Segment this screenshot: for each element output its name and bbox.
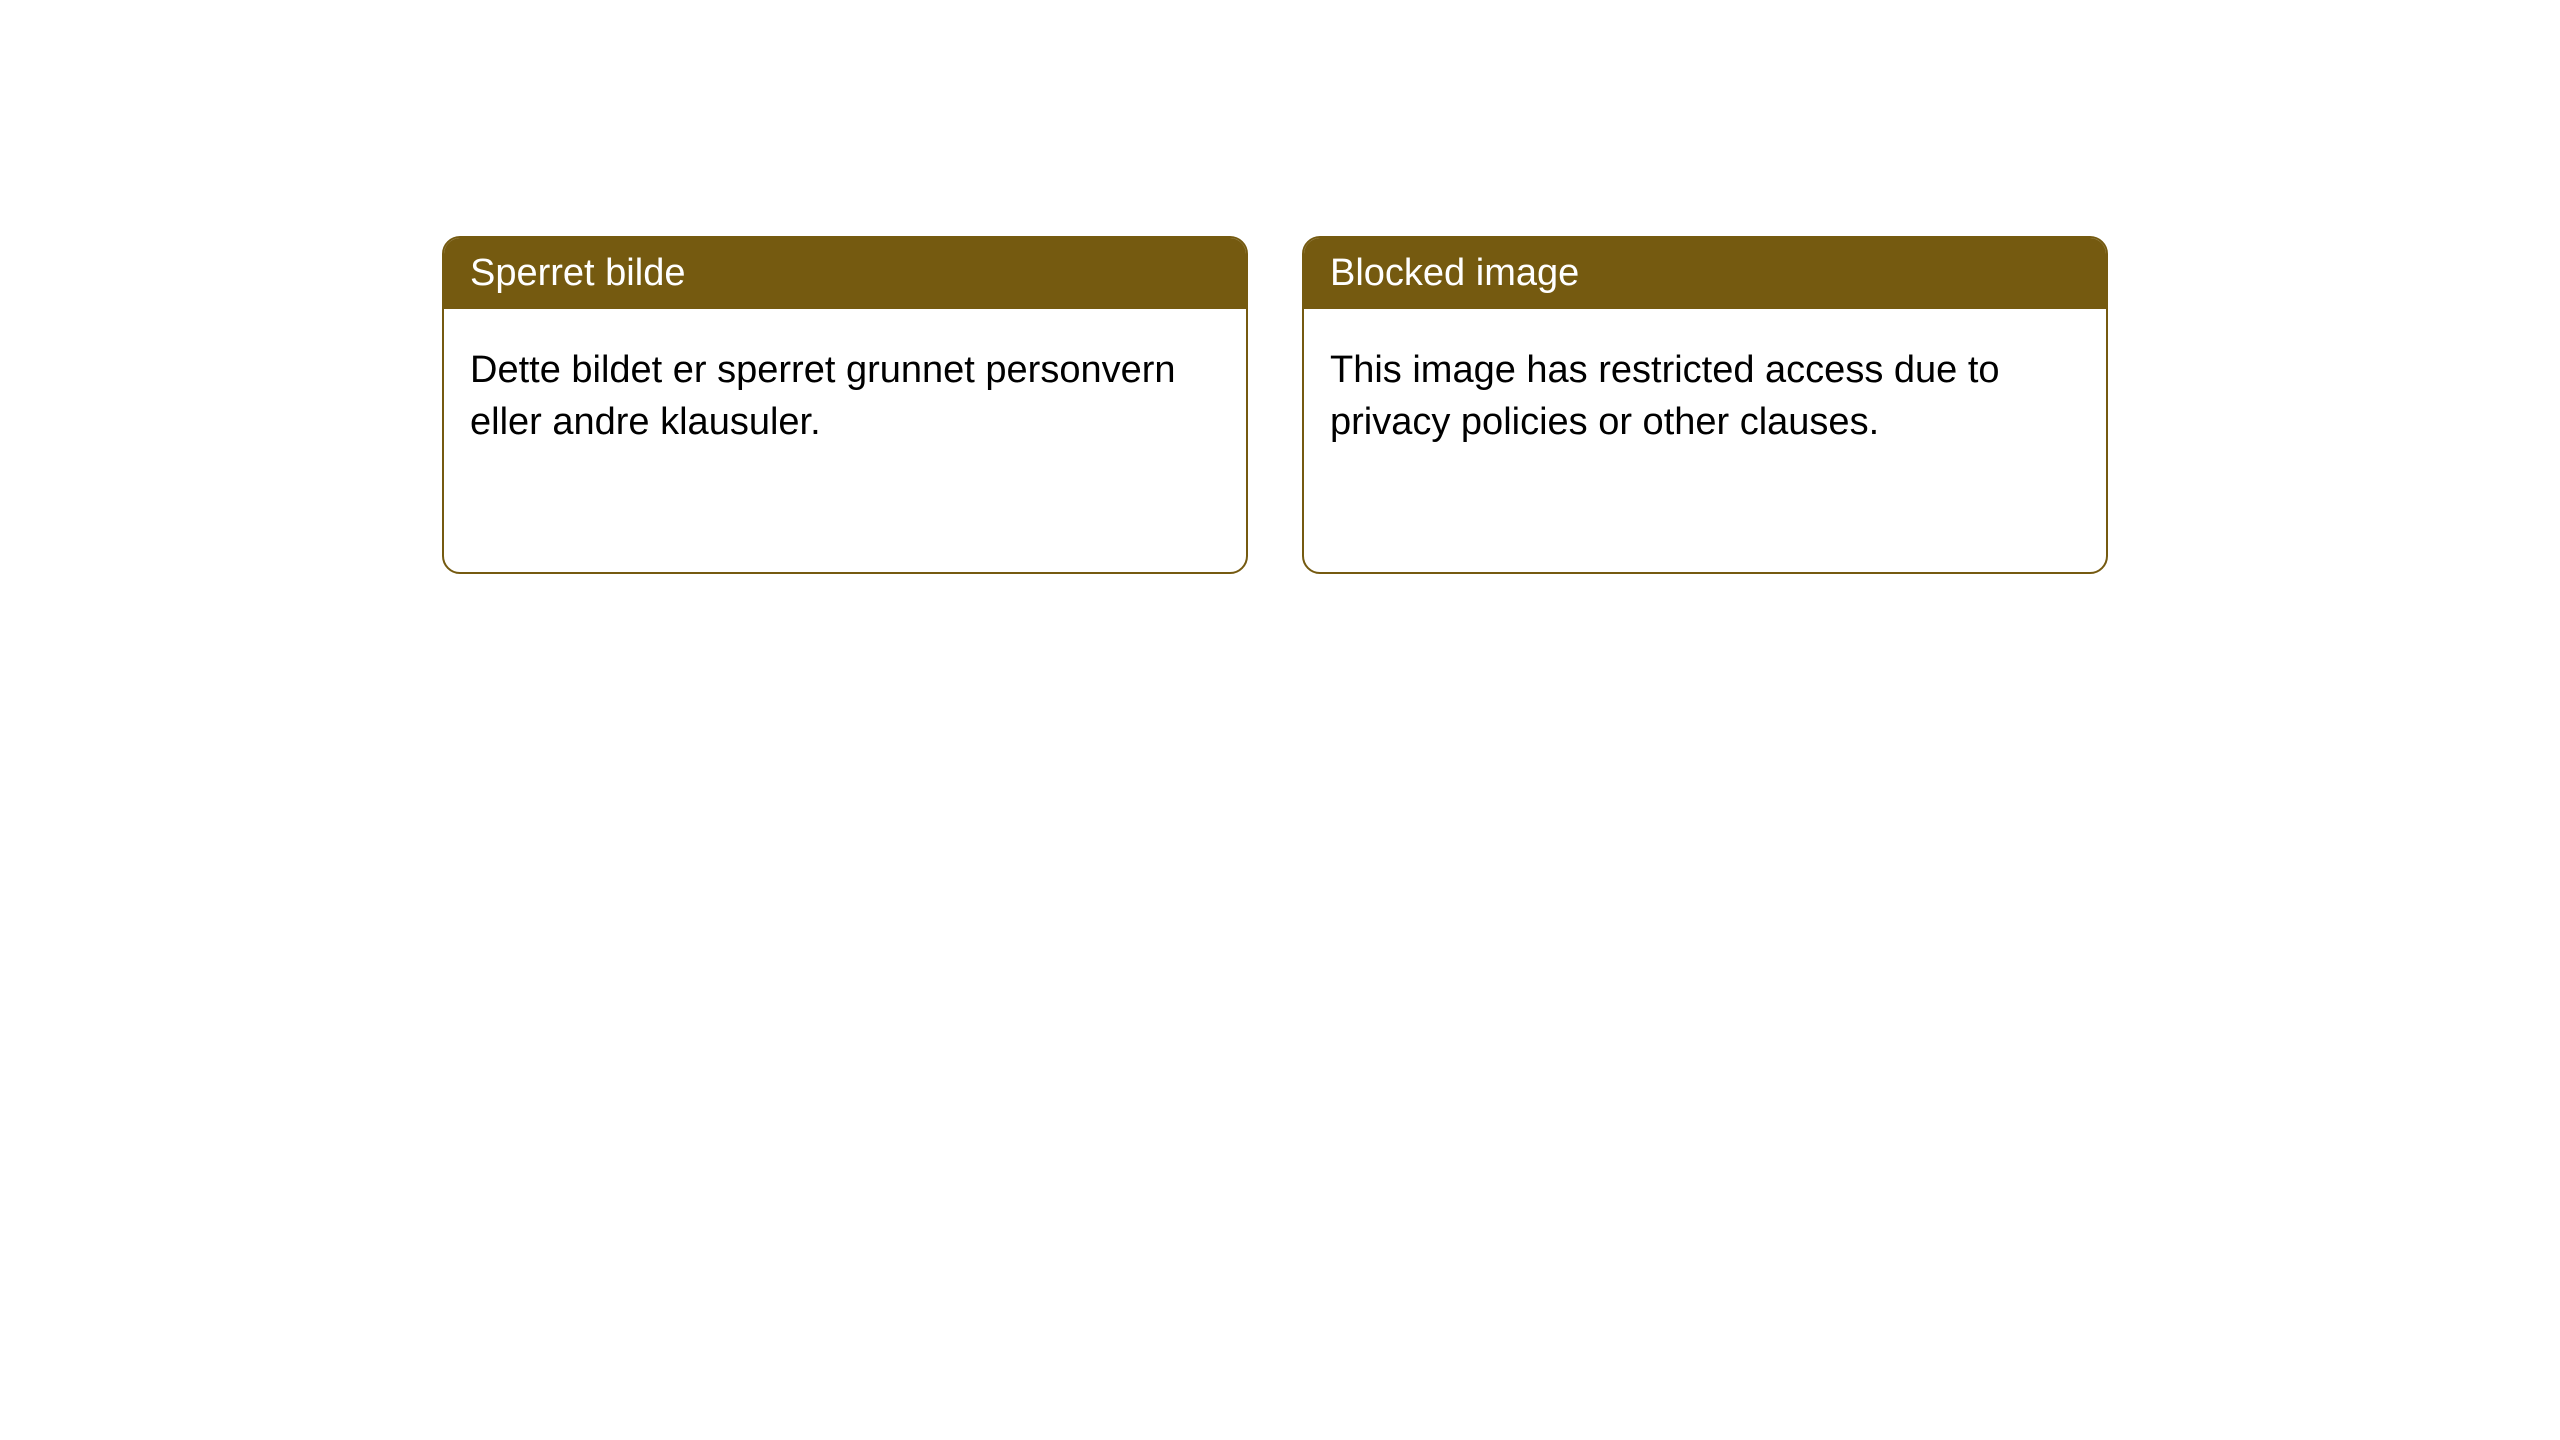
blocked-image-card-no: Sperret bilde Dette bildet er sperret gr… — [442, 236, 1248, 574]
cards-container: Sperret bilde Dette bildet er sperret gr… — [0, 0, 2560, 574]
card-body: Dette bildet er sperret grunnet personve… — [444, 309, 1246, 484]
card-title: Sperret bilde — [470, 252, 685, 294]
blocked-image-card-en: Blocked image This image has restricted … — [1302, 236, 2108, 574]
card-header: Blocked image — [1304, 238, 2106, 309]
card-body-text: This image has restricted access due to … — [1330, 349, 2000, 443]
card-body-text: Dette bildet er sperret grunnet personve… — [470, 349, 1176, 443]
card-body: This image has restricted access due to … — [1304, 309, 2106, 484]
card-title: Blocked image — [1330, 252, 1579, 294]
card-header: Sperret bilde — [444, 238, 1246, 309]
